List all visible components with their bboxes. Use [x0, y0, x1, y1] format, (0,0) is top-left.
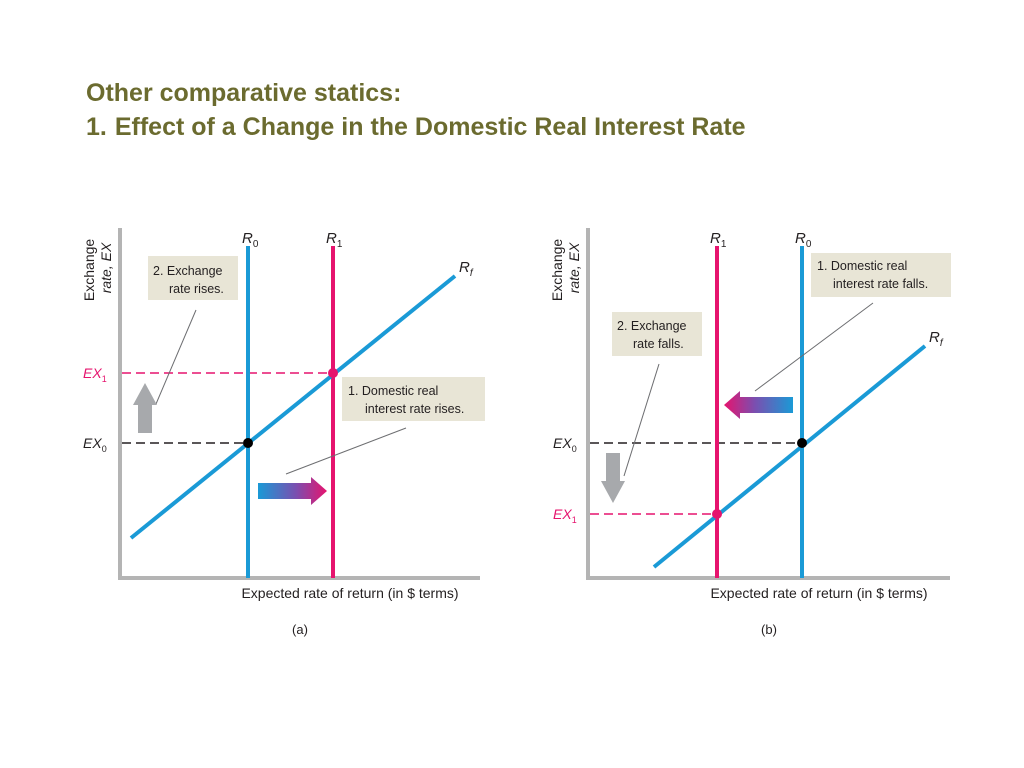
panel-b-ex0-label: EX0 [553, 435, 577, 454]
panel-a-equilibrium-0 [243, 438, 253, 448]
panel-b-r1-label: R1 [710, 230, 727, 250]
panel-b-left-shift-arrow-icon [724, 391, 793, 419]
panel-a-right-shift-arrow-icon [258, 477, 327, 505]
panel-a-ex1-label: EX1 [83, 365, 107, 384]
panel-b-caption: (b) [761, 622, 777, 637]
panel-a: Exchange rate, EX R0 R1 Rf EX1 EX0 2. Ex… [81, 228, 485, 637]
panel-a-callout-exchange-rate-box [148, 256, 238, 300]
panel-b-equilibrium-0 [797, 438, 807, 448]
title-line-2-text: Effect of a Change in the Domestic Real … [114, 113, 746, 141]
slide-title: Other comparative statics: 1. Effect of a… [86, 76, 746, 144]
panel-b-callout-exchange-rate-box [612, 312, 702, 356]
panel-b-rf-line [652, 344, 927, 569]
panel-a-callout-exchange-rate-text: 2. Exchange rate rises. [153, 264, 226, 296]
panel-b-callout-interest-rate-text: 1. Domestic real interest rate falls. [817, 259, 928, 291]
panel-b-equilibrium-1 [712, 509, 722, 519]
panel-a-callout-interest-rate-text: 1. Domestic real interest rate rises. [348, 384, 464, 416]
panel-a-caption: (a) [292, 622, 308, 637]
panel-a-up-arrow-icon [133, 383, 157, 433]
title-line-2: 1. Effect of a Change in the Domestic Rea… [86, 110, 746, 144]
panel-b: Exchange rate, EX R1 R0 Rf EX0 EX1 1. Do… [549, 228, 951, 637]
panel-a-callout-interest-rate-box [342, 377, 485, 421]
panel-b-r0-label: R0 [795, 230, 812, 250]
panel-a-rf-line [129, 274, 457, 540]
panel-b-y-axis-label: Exchange rate, EX [549, 235, 582, 301]
panel-a-equilibrium-1 [328, 368, 338, 378]
panel-b-rf-label: Rf [929, 329, 944, 349]
panel-b-callout-interest-rate-leader [754, 302, 874, 392]
title-number: 1. [86, 113, 107, 141]
panel-b-callout-exchange-rate-text: 2. Exchange rate falls. [617, 319, 690, 351]
panel-a-rf-label: Rf [459, 259, 474, 279]
panel-b-ex1-label: EX1 [553, 506, 577, 525]
panel-b-x-axis-label: Expected rate of return (in $ terms) [710, 585, 927, 601]
panel-a-r0-label: R0 [242, 230, 259, 250]
panel-a-x-axis-label: Expected rate of return (in $ terms) [241, 585, 458, 601]
panel-a-callout-exchange-rate-leader [155, 309, 197, 405]
panel-a-ex0-label: EX0 [83, 435, 107, 454]
panel-a-r1-label: R1 [326, 230, 343, 250]
panel-a-y-axis-label: Exchange rate, EX [81, 235, 114, 301]
panel-a-callout-interest-rate-leader [285, 427, 407, 475]
panel-b-callout-interest-rate-box [811, 253, 951, 297]
title-line-1: Other comparative statics: [86, 79, 402, 107]
panel-b-down-arrow-icon [601, 453, 625, 503]
panel-b-callout-exchange-rate-leader [623, 363, 660, 477]
